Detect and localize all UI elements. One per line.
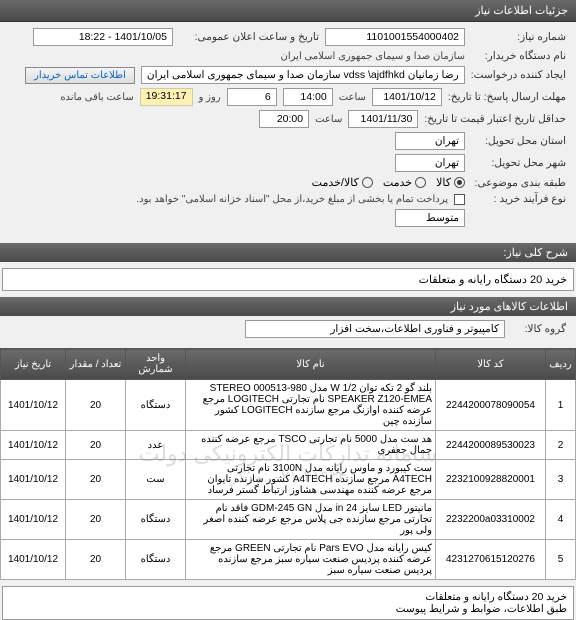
- radio-goods-service[interactable]: کالا/خدمت: [312, 176, 373, 189]
- need-title-box: خرید 20 دستگاه رایانه و متعلقات: [2, 268, 574, 291]
- col-name: نام کالا: [186, 349, 436, 380]
- table-cell: ست: [126, 460, 186, 500]
- need-no-label: شماره نیاز:: [471, 31, 566, 43]
- table-cell: 20: [66, 380, 126, 431]
- remaining-time-field: 19:31:17: [140, 88, 193, 106]
- table-cell: 2244200078090054: [436, 380, 546, 431]
- items-section-bar: اطلاعات کالاهای مورد نیاز: [0, 297, 576, 316]
- validity-date-field: 1401/11/30: [348, 110, 418, 128]
- classify-label: طبقه بندی موضوعی:: [471, 177, 566, 189]
- table-cell: دستگاه: [126, 500, 186, 540]
- deadline-label: مهلت ارسال پاسخ: تا تاریخ:: [448, 91, 566, 103]
- radio-goods-service-label: کالا/خدمت: [312, 176, 359, 189]
- bottom-line1: خرید 20 دستگاه رایانه و متعلقات: [9, 591, 567, 603]
- table-row[interactable]: 32232100928820001ست کیبورد و ماوس رایانه…: [1, 460, 576, 500]
- table-cell: 5: [546, 540, 576, 580]
- panel-header: جزئیات اطلاعات نیاز: [0, 0, 576, 22]
- panel-title: جزئیات اطلاعات نیاز: [475, 5, 568, 17]
- radio-service-label: خدمت: [383, 176, 412, 189]
- need-no-field: 1101001554000402: [325, 28, 465, 46]
- group-field: کامپیوتر و فناوری اطلاعات،سخت افزار: [245, 320, 505, 338]
- table-cell: 1401/10/12: [1, 540, 66, 580]
- radio-icon: [415, 177, 426, 188]
- buyer-label: نام دستگاه خریدار:: [471, 50, 566, 62]
- announce-field: 1401/10/05 - 18:22: [33, 28, 173, 46]
- table-cell: 20: [66, 500, 126, 540]
- radio-service[interactable]: خدمت: [383, 176, 426, 189]
- table-cell: 2232100928820001: [436, 460, 546, 500]
- table-cell: 20: [66, 431, 126, 460]
- table-cell: 1401/10/12: [1, 460, 66, 500]
- table-cell: 4: [546, 500, 576, 540]
- table-cell: دستگاه: [126, 380, 186, 431]
- province-field: تهران: [395, 132, 465, 150]
- validity-time-field: 20:00: [259, 110, 309, 128]
- radio-goods-label: کالا: [436, 176, 451, 189]
- table-row[interactable]: 12244200078090054بلند گو 2 تکه توان W 1/…: [1, 380, 576, 431]
- table-cell: 1401/10/12: [1, 431, 66, 460]
- table-cell: هد ست مدل 5000 نام تجارتی TSCO مرجع عرضه…: [186, 431, 436, 460]
- city-field: تهران: [395, 154, 465, 172]
- validity-time-label: ساعت: [315, 114, 342, 125]
- requester-field: رضا زمانیان vdss \ajdfhkd سازمان صدا و س…: [141, 66, 465, 84]
- classify-radios: کالا خدمت کالا/خدمت: [312, 176, 465, 189]
- need-title-text: خرید 20 دستگاه رایانه و متعلقات: [419, 274, 567, 286]
- table-cell: 2232200a03310002: [436, 500, 546, 540]
- deadline-time-label: ساعت: [339, 92, 366, 103]
- announce-label: تاریخ و ساعت اعلان عمومی:: [179, 31, 319, 43]
- items-table: ردیف کد کالا نام کالا واحد شمارش تعداد /…: [0, 348, 576, 580]
- medium-field: متوسط: [395, 209, 465, 227]
- contact-button[interactable]: اطلاعات تماس خریدار: [25, 67, 135, 84]
- table-header-row: ردیف کد کالا نام کالا واحد شمارش تعداد /…: [1, 349, 576, 380]
- table-cell: 20: [66, 540, 126, 580]
- days-label: روز و: [199, 92, 221, 103]
- table-cell: 3: [546, 460, 576, 500]
- table-cell: 20: [66, 460, 126, 500]
- col-code: کد کالا: [436, 349, 546, 380]
- location-label: استان محل تحویل:: [471, 135, 566, 147]
- col-unit: واحد شمارش: [126, 349, 186, 380]
- table-cell: 2244200089530023: [436, 431, 546, 460]
- col-qty: تعداد / مقدار: [66, 349, 126, 380]
- form-content: شماره نیاز: 1101001554000402 تاریخ و ساع…: [0, 22, 576, 237]
- table-body: 12244200078090054بلند گو 2 تکه توان W 1/…: [1, 380, 576, 580]
- table-cell: بلند گو 2 تکه توان W 1/2 مدل STEREO 0005…: [186, 380, 436, 431]
- deadline-time-field: 14:00: [283, 88, 333, 106]
- requester-label: ایجاد کننده درخواست:: [471, 69, 566, 81]
- table-cell: ست کیبورد و ماوس رایانه مدل 3100N نام تج…: [186, 460, 436, 500]
- bottom-line2: طبق اطلاعات، ضوابط و شرایط پیوست: [9, 603, 567, 615]
- table-cell: 1: [546, 380, 576, 431]
- need-title-bar: شرح کلی نیاز:: [0, 243, 576, 262]
- remaining-label: ساعت باقی مانده: [60, 92, 133, 103]
- table-cell: 1401/10/12: [1, 500, 66, 540]
- radio-goods[interactable]: کالا: [436, 176, 465, 189]
- table-container: سامانه تدارکات الکترونیکی دولت ۰۲۱-۴۱۹۳۴…: [0, 348, 576, 580]
- table-cell: دستگاه: [126, 540, 186, 580]
- table-cell: مانیتور LED سایز in 24 مدل GDM-245 GN فا…: [186, 500, 436, 540]
- validity-label: حداقل تاریخ اعتبار قیمت تا تاریخ:: [424, 113, 566, 125]
- radio-icon: [362, 177, 373, 188]
- process-checkbox[interactable]: [454, 194, 465, 205]
- col-date: تاریخ نیاز: [1, 349, 66, 380]
- table-cell: 1401/10/12: [1, 380, 66, 431]
- table-cell: 2: [546, 431, 576, 460]
- table-row[interactable]: 42232200a03310002مانیتور LED سایز in 24 …: [1, 500, 576, 540]
- col-index: ردیف: [546, 349, 576, 380]
- buyer-value: سازمان صدا و سیمای جمهوری اسلامی ایران: [281, 51, 465, 62]
- table-cell: کیس رایانه مدل Pars EVO نام تجارتی GREEN…: [186, 540, 436, 580]
- table-cell: عدد: [126, 431, 186, 460]
- need-title-label: شرح کلی نیاز:: [503, 247, 568, 259]
- table-row[interactable]: 22244200089530023هد ست مدل 5000 نام تجار…: [1, 431, 576, 460]
- days-field: 6: [227, 88, 277, 106]
- city-label: شهر محل تحویل:: [471, 157, 566, 169]
- radio-icon: [454, 177, 465, 188]
- process-note: پرداخت تمام یا بخشی از مبلغ خرید،از محل …: [136, 194, 448, 205]
- process-label: نوع فرآیند خرید :: [471, 193, 566, 205]
- table-cell: 4231270615120276: [436, 540, 546, 580]
- deadline-date-field: 1401/10/12: [372, 88, 442, 106]
- table-row[interactable]: 54231270615120276کیس رایانه مدل Pars EVO…: [1, 540, 576, 580]
- group-label: گروه کالا:: [511, 323, 566, 335]
- items-section-title: اطلاعات کالاهای مورد نیاز: [451, 301, 568, 313]
- bottom-note: خرید 20 دستگاه رایانه و متعلقات طبق اطلا…: [2, 586, 574, 620]
